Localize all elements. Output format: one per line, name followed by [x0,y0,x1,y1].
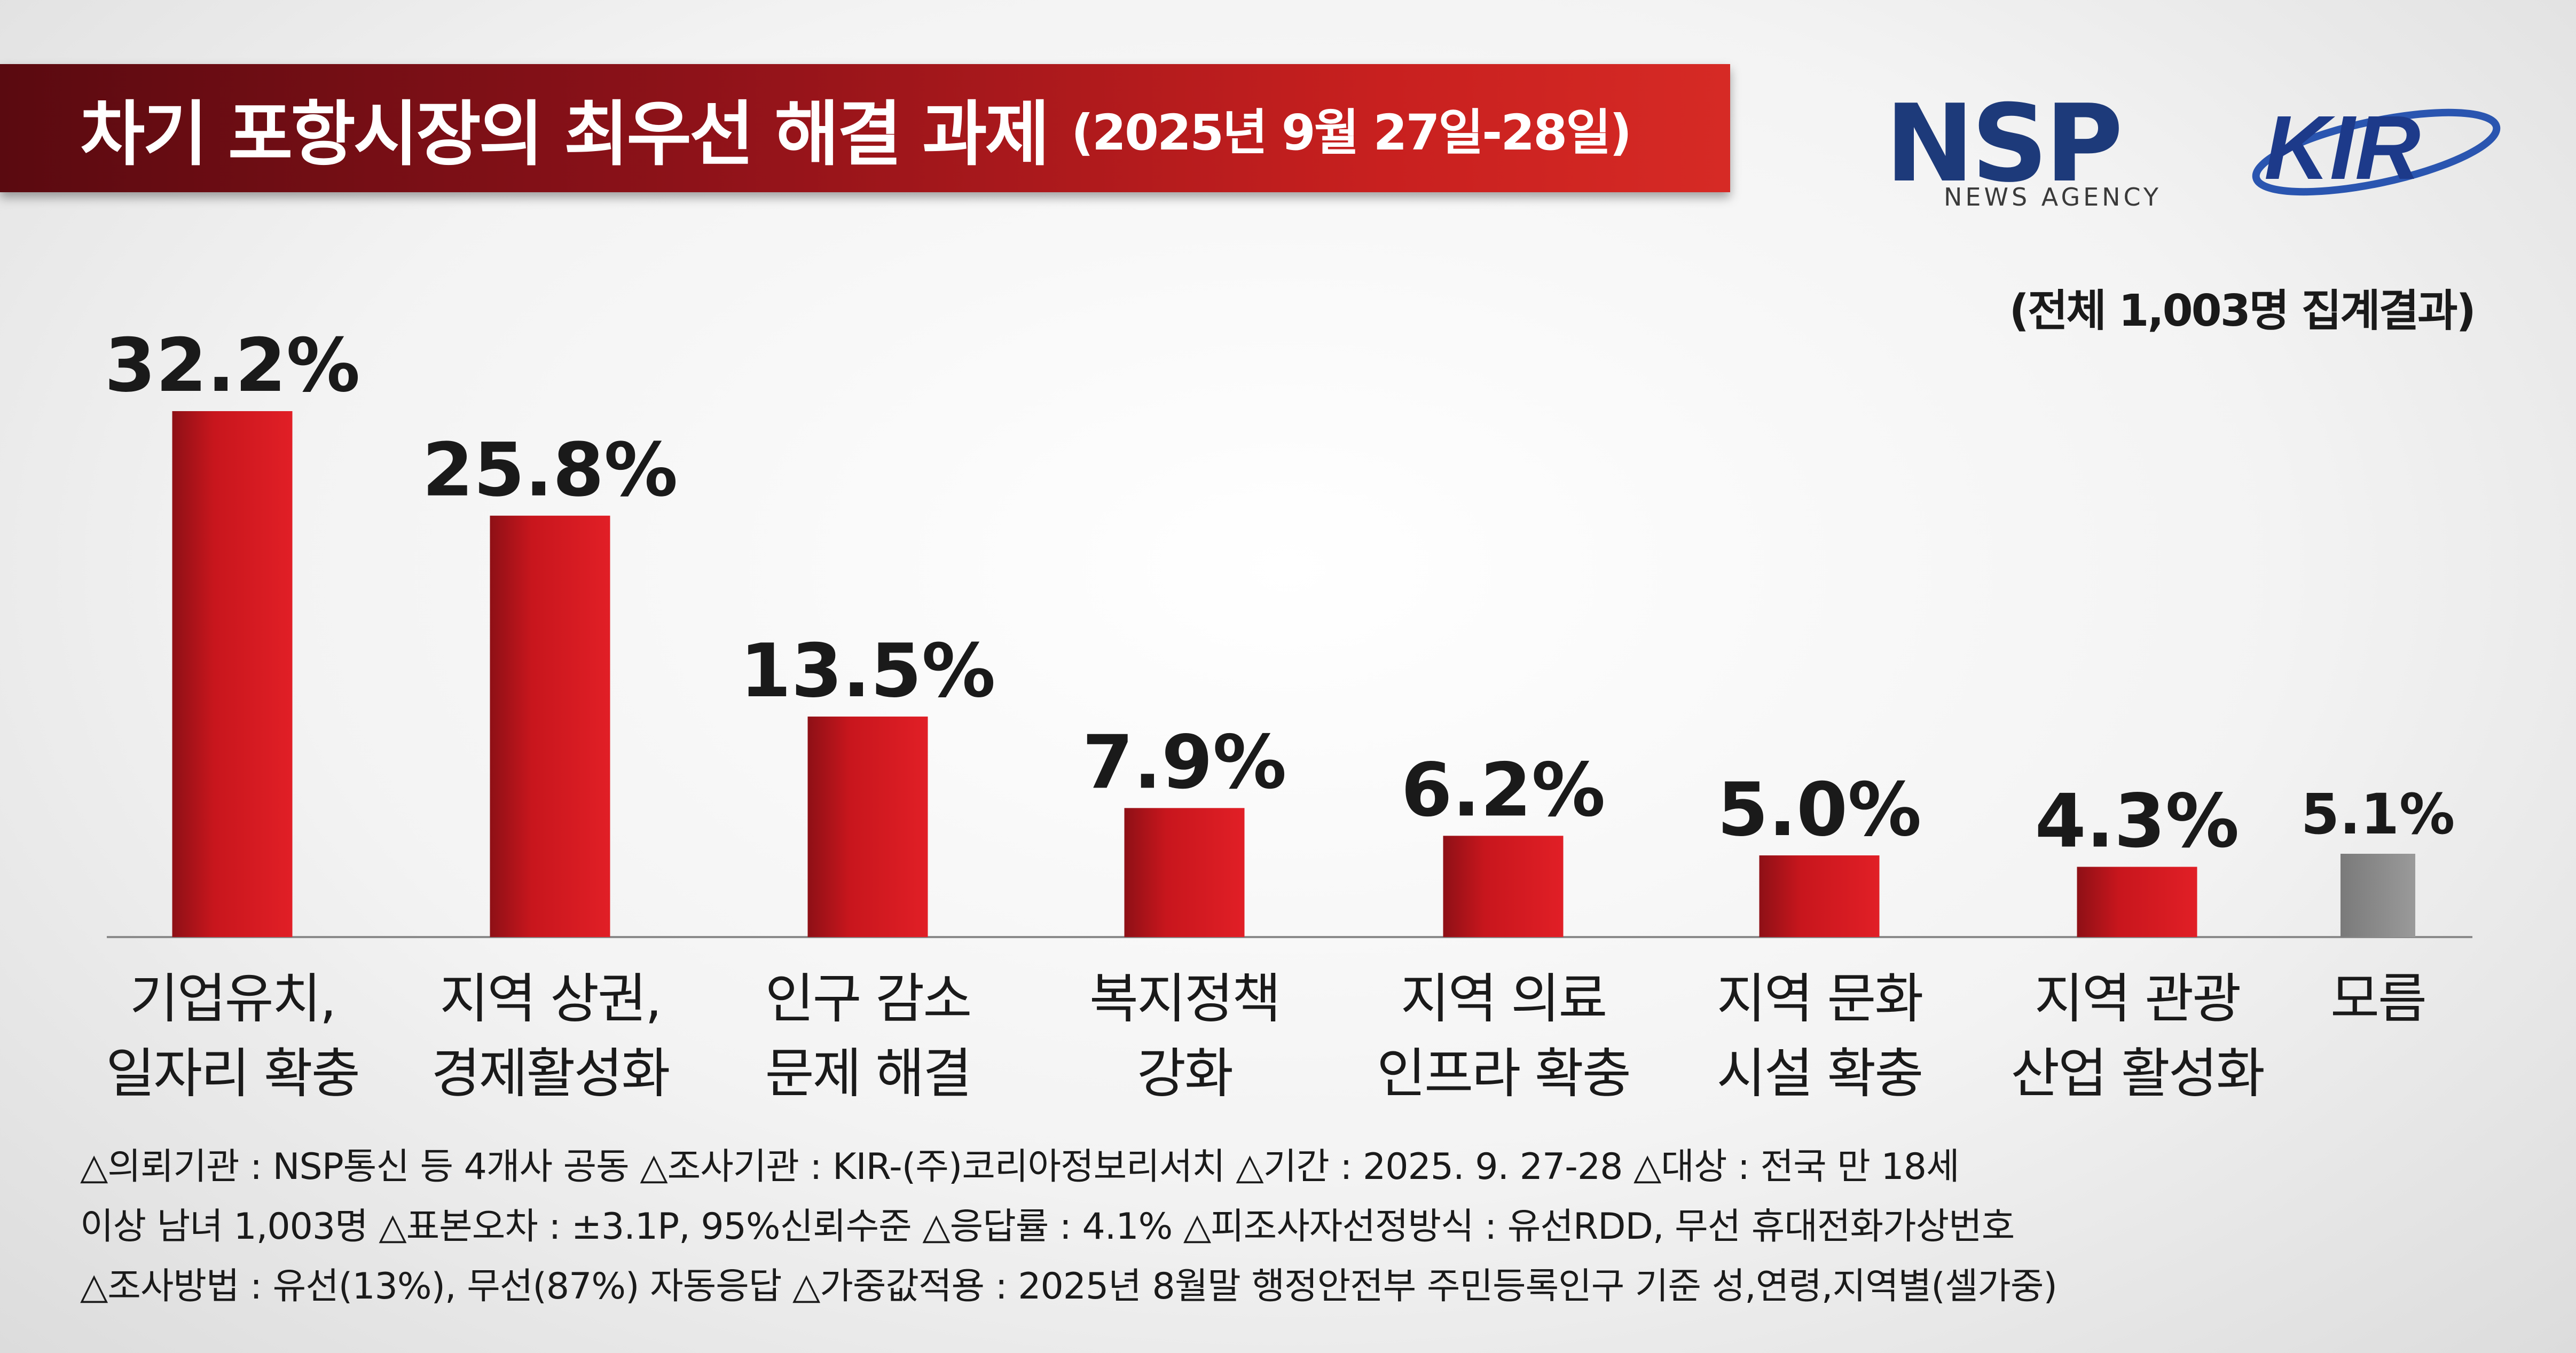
kir-logo-text: KIR [2264,97,2421,199]
category-label: 인프라 확충 [1377,1042,1630,1105]
bar-value-label: 5.0% [1717,767,1922,853]
category-label: 산업 활성화 [2010,1042,2264,1105]
category-label: 지역 문화 [1717,967,1922,1030]
category-label: 지역 관광 [2035,967,2240,1030]
category-label: 인구 감소 [765,967,971,1030]
category-label: 지역 의료 [1401,967,1606,1030]
bar [2341,853,2415,937]
survey-note-line: △의뢰기관 : NSP통신 등 4개사 공동 △조사기관 : KIR-(주)코리… [80,1146,1960,1188]
category-label: 복지정책 [1089,967,1279,1030]
nsp-logo-text: NSP [1885,82,2123,206]
chart-title: 차기 포항시장의 최우선 해결 과제 [80,93,1050,176]
title-banner: 차기 포항시장의 최우선 해결 과제 (2025년 9월 27일-28일) [0,64,1730,192]
bar [172,411,293,937]
category-label: 기업유치, [130,967,335,1030]
bar [490,515,610,937]
bar-value-label: 5.1% [2301,782,2455,847]
bar-value-label: 13.5% [740,628,996,714]
category-label: 강화 [1137,1042,1232,1105]
bar [1443,836,1564,937]
nsp-logo: NSP NEWS AGENCY [1885,91,2205,219]
bar-value-label: 6.2% [1401,747,1606,833]
survey-note-line: 이상 남녀 1,003명 △표본오차 : ±3.1P, 95%신뢰수준 △응답률… [80,1206,2015,1248]
category-label: 경제활성화 [431,1042,669,1105]
bar-value-label: 32.2% [105,322,360,408]
bar-value-label: 4.3% [2035,778,2240,864]
category-label: 문제 해결 [765,1042,971,1105]
bar [807,717,928,937]
total-respondents-note: (전체 1,003명 집계결과) [2009,286,2476,336]
bar [1759,855,1880,937]
category-label: 모름 [2330,967,2425,1030]
category-label: 지역 상권, [439,967,661,1030]
kir-logo: KIR [2252,97,2501,199]
bar-value-label: 7.9% [1082,719,1287,805]
nsp-logo-subtitle: NEWS AGENCY [1944,183,2162,211]
bar [2077,867,2197,937]
category-label: 일자리 확충 [106,1042,359,1105]
survey-notes: △의뢰기관 : NSP통신 등 4개사 공동 △조사기관 : KIR-(주)코리… [80,1137,2510,1317]
survey-note-line: △조사방법 : 유선(13%), 무선(87%) 자동응답 △가중값적용 : 2… [80,1265,2057,1308]
bar-value-label: 25.8% [422,427,678,513]
bar-chart: 32.2% 기업유치, 일자리 확충 25.8% 지역 상권, 경제활성화 13.5% 인구 … [105,322,2472,1105]
survey-period: (2025년 9월 27일-28일) [1071,104,1632,161]
category-label: 시설 확충 [1717,1042,1922,1105]
bar [1124,808,1245,937]
